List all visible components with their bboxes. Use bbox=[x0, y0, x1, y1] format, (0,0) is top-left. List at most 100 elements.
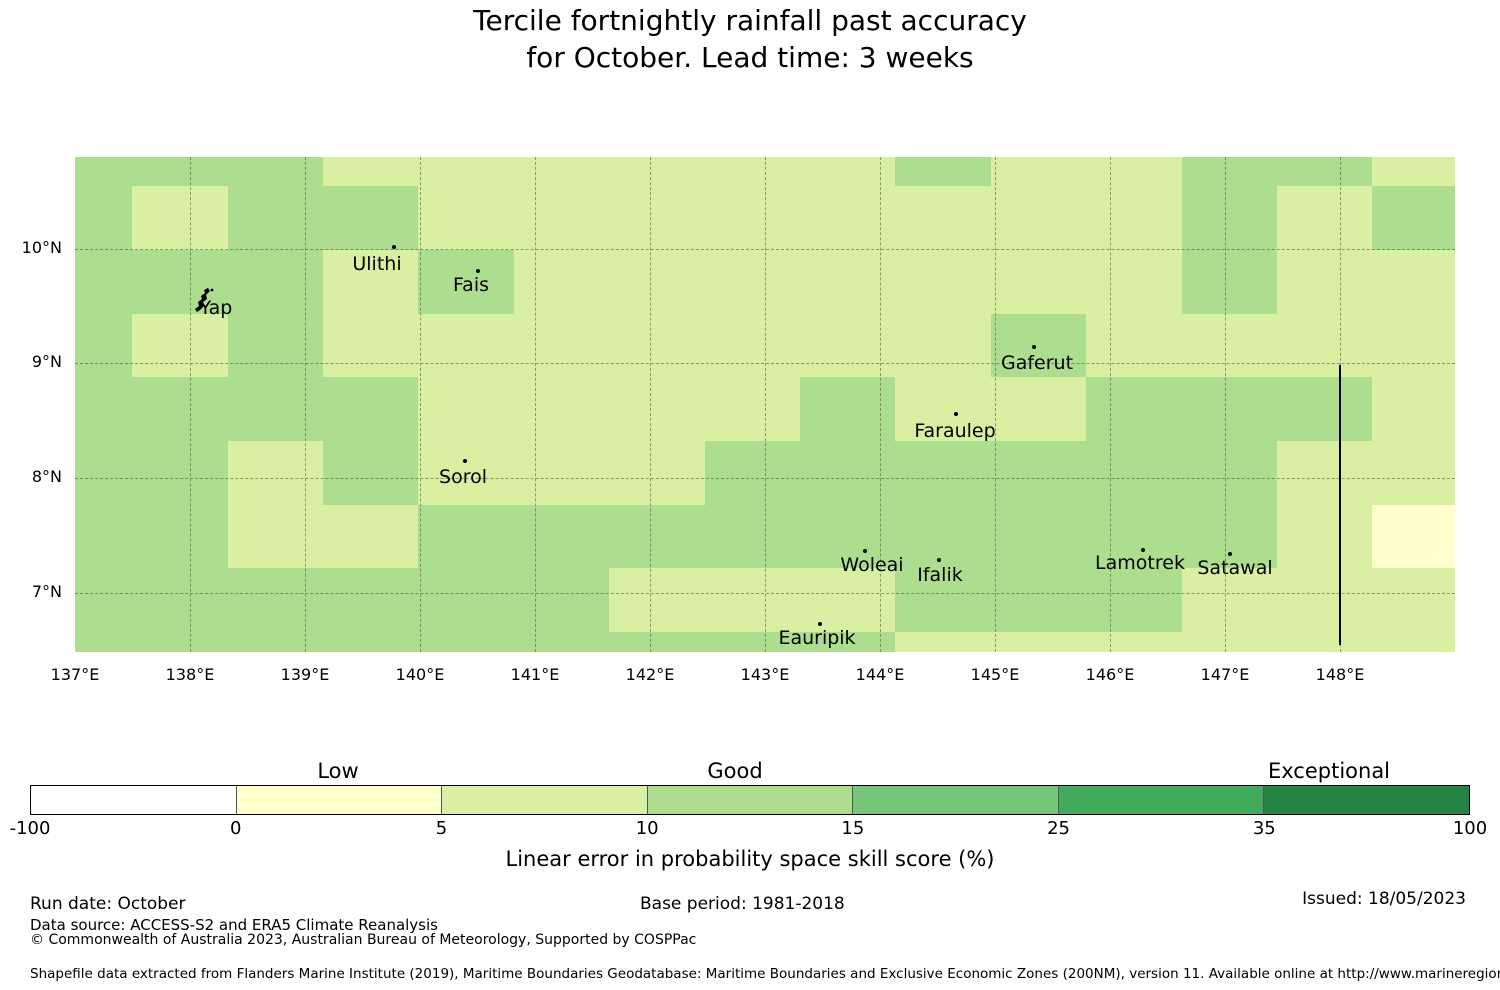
colorbar-tick-label: 0 bbox=[229, 818, 242, 839]
grid-cell bbox=[75, 250, 132, 314]
grid-cell bbox=[132, 505, 228, 568]
island-marker-dot bbox=[1032, 345, 1036, 349]
grid-cell bbox=[132, 632, 228, 652]
eez-boundary-line bbox=[1339, 365, 1341, 645]
grid-cell bbox=[705, 568, 800, 632]
grid-cell bbox=[895, 568, 991, 632]
colorbar-segment bbox=[1058, 786, 1265, 814]
grid-cell bbox=[323, 157, 418, 186]
grid-cell bbox=[75, 314, 132, 377]
grid-cell bbox=[514, 157, 609, 186]
grid-cell bbox=[1277, 250, 1372, 314]
grid-cell bbox=[418, 314, 514, 377]
colorbar-tick-label: 100 bbox=[1452, 818, 1488, 839]
grid-cell bbox=[1086, 314, 1182, 377]
grid-cell bbox=[75, 157, 132, 186]
base-period-text: Base period: 1981-2018 bbox=[640, 894, 845, 914]
grid-cell bbox=[895, 250, 991, 314]
grid-cell bbox=[514, 505, 609, 568]
grid-cell bbox=[1372, 250, 1455, 314]
grid-cell bbox=[1086, 186, 1182, 250]
grid-cell bbox=[228, 157, 323, 186]
grid-cell bbox=[1277, 568, 1372, 632]
island-label: Yap bbox=[199, 297, 233, 319]
grid-cell bbox=[800, 186, 895, 250]
grid-cell bbox=[991, 186, 1086, 250]
y-tick-label: 7°N bbox=[31, 582, 62, 601]
grid-cell bbox=[705, 314, 800, 377]
grid-cell bbox=[1372, 441, 1455, 505]
grid-cell bbox=[1277, 505, 1372, 568]
grid-cell bbox=[705, 250, 800, 314]
island-label: Satawal bbox=[1197, 557, 1273, 579]
issued-date-text: Issued: 18/05/2023 bbox=[1302, 889, 1466, 909]
grid-cell bbox=[895, 314, 991, 377]
grid-cell bbox=[705, 377, 800, 441]
grid-cell bbox=[132, 314, 228, 377]
grid-cell bbox=[1372, 314, 1455, 377]
grid-cell bbox=[75, 568, 132, 632]
x-tick-label: 138°E bbox=[165, 665, 215, 684]
island-marker-dot bbox=[476, 269, 480, 273]
grid-cell bbox=[514, 186, 609, 250]
grid-cell bbox=[228, 505, 323, 568]
grid-cell bbox=[1277, 186, 1372, 250]
island-marker-dot bbox=[1228, 552, 1232, 556]
grid-cell bbox=[609, 505, 705, 568]
grid-cell bbox=[991, 441, 1086, 505]
x-tick-label: 147°E bbox=[1200, 665, 1250, 684]
x-tick-label: 137°E bbox=[50, 665, 100, 684]
grid-cell bbox=[991, 568, 1086, 632]
grid-cell bbox=[132, 441, 228, 505]
grid-cell bbox=[800, 441, 895, 505]
grid-cell bbox=[418, 157, 514, 186]
x-tick-label: 141°E bbox=[510, 665, 560, 684]
grid-cell bbox=[1182, 377, 1277, 441]
grid-cell bbox=[1277, 377, 1372, 441]
island-label: Lamotrek bbox=[1095, 552, 1185, 574]
island-marker-dot bbox=[954, 412, 958, 416]
grid-cell bbox=[991, 314, 1086, 377]
colorbar-segment bbox=[647, 786, 854, 814]
grid-cell bbox=[418, 250, 514, 314]
grid-cell bbox=[1182, 568, 1277, 632]
island-label: Faraulep bbox=[914, 420, 996, 442]
run-date-text: Run date: October bbox=[30, 894, 186, 914]
grid-cell bbox=[1277, 157, 1372, 186]
grid-cell bbox=[800, 568, 895, 632]
grid-cell bbox=[895, 157, 991, 186]
grid-cell bbox=[1086, 505, 1182, 568]
colorbar-tick-label: 35 bbox=[1252, 818, 1276, 839]
x-tick-label: 145°E bbox=[970, 665, 1020, 684]
grid-cell bbox=[514, 250, 609, 314]
island-marker-dot bbox=[863, 549, 867, 553]
longitude-gridline bbox=[190, 157, 191, 652]
colorbar bbox=[30, 785, 1470, 815]
colorbar-category-label: Good bbox=[707, 759, 763, 783]
grid-cell bbox=[1086, 157, 1182, 186]
island-label: Eauripik bbox=[778, 627, 856, 649]
grid-cell bbox=[705, 632, 800, 652]
colorbar-category-label: Low bbox=[317, 759, 359, 783]
grid-cell bbox=[1182, 632, 1277, 652]
grid-cell bbox=[609, 632, 705, 652]
colorbar-segment bbox=[236, 786, 443, 814]
colorbar-tick-label: -100 bbox=[9, 818, 51, 839]
grid-cell bbox=[705, 505, 800, 568]
grid-cell bbox=[895, 441, 991, 505]
grid-cell bbox=[418, 186, 514, 250]
island-marker-dot bbox=[1141, 548, 1145, 552]
longitude-gridline bbox=[995, 157, 996, 652]
grid-cell bbox=[991, 157, 1086, 186]
grid-cell bbox=[1372, 568, 1455, 632]
colorbar-segment bbox=[853, 786, 1059, 814]
longitude-gridline bbox=[880, 157, 881, 652]
grid-cell bbox=[323, 314, 418, 377]
grid-cell bbox=[1086, 250, 1182, 314]
grid-cell bbox=[132, 250, 228, 314]
grid-cell bbox=[895, 377, 991, 441]
grid-cell bbox=[75, 377, 132, 441]
grid-cell bbox=[991, 250, 1086, 314]
grid-cell bbox=[514, 632, 609, 652]
grid-cell bbox=[800, 314, 895, 377]
